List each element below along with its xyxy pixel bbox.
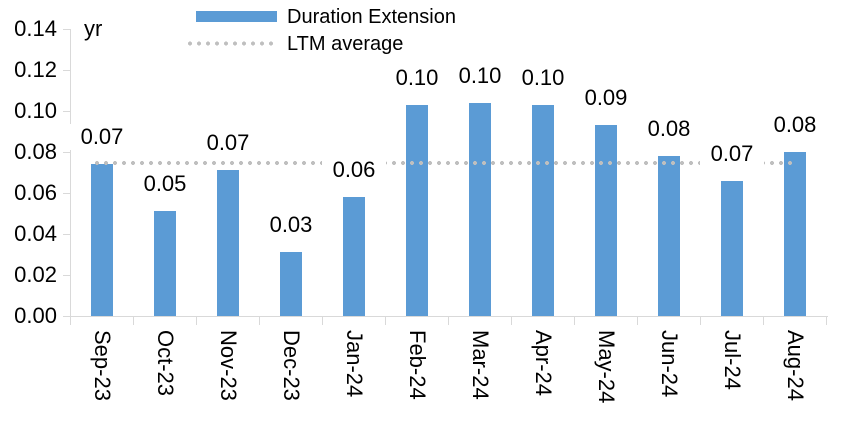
- x-tick: [322, 316, 323, 325]
- bar-value-label: 0.08: [637, 116, 701, 143]
- legend-ltm-average-dotted-line-swatch: [188, 41, 278, 46]
- bar-oct-23: [154, 211, 176, 316]
- bar-nov-23: [217, 170, 239, 316]
- y-tick: [63, 316, 70, 317]
- bar-jul-24: [721, 180, 743, 316]
- bar-jun-24: [658, 156, 680, 316]
- x-tick: [133, 316, 134, 325]
- x-tick: [574, 316, 575, 325]
- x-category-label-jun-24: Jun-24: [657, 330, 682, 398]
- x-tick: [700, 316, 701, 325]
- y-tick: [63, 152, 70, 153]
- bar-may-24: [595, 125, 617, 316]
- x-tick: [763, 316, 764, 325]
- x-tick: [637, 316, 638, 325]
- bar-value-label: 0.10: [448, 62, 512, 89]
- x-category-label-apr-24: Apr-24: [531, 330, 556, 397]
- y-tick: [63, 234, 70, 235]
- y-tick-label: 0.06: [14, 180, 57, 205]
- bar-feb-24: [406, 104, 428, 316]
- bar-value-label: 0.10: [511, 64, 575, 91]
- y-axis-unit-label: yr: [84, 16, 103, 41]
- y-tick-label: 0.08: [14, 139, 57, 164]
- x-category-label-oct-23: Oct-23: [153, 330, 178, 397]
- x-tick: [196, 316, 197, 325]
- x-tick: [511, 316, 512, 325]
- bar-value-label: 0.07: [196, 130, 260, 157]
- x-category-label-jul-24: Jul-24: [720, 330, 745, 390]
- y-tick-label: 0.04: [14, 221, 57, 246]
- bar-value-label: 0.05: [133, 171, 197, 198]
- bar-jan-24: [343, 197, 365, 316]
- x-axis-line: [70, 316, 828, 317]
- y-tick: [63, 70, 70, 71]
- x-category-label-aug-24: Aug-24: [783, 330, 808, 401]
- bar-value-label: 0.06: [322, 157, 386, 184]
- bar-sep-23: [91, 164, 113, 316]
- legend-duration-extension-swatch: [196, 11, 277, 22]
- bar-value-label: 0.09: [574, 85, 638, 112]
- legend-ltm-average-label: LTM average: [287, 33, 404, 55]
- y-tick: [63, 193, 70, 194]
- x-category-label-nov-23: Nov-23: [216, 330, 241, 401]
- x-category-label-may-24: May-24: [594, 330, 619, 404]
- bar-dec-23: [280, 252, 302, 316]
- y-tick: [63, 275, 70, 276]
- bar-value-label: 0.10: [385, 64, 449, 91]
- bar-value-label: 0.07: [700, 140, 764, 167]
- y-tick-label: 0.00: [14, 303, 57, 328]
- legend-duration-extension-label: Duration Extension: [287, 6, 456, 28]
- x-category-label-feb-24: Feb-24: [405, 330, 430, 400]
- x-tick: [826, 316, 827, 325]
- bar-value-label: 0.07: [70, 124, 134, 151]
- x-category-label-sep-23: Sep-23: [90, 330, 115, 401]
- y-tick-label: 0.02: [14, 262, 57, 287]
- x-category-label-dec-23: Dec-23: [279, 330, 304, 401]
- x-category-label-jan-24: Jan-24: [342, 330, 367, 398]
- x-tick: [259, 316, 260, 325]
- bar-aug-24: [784, 152, 806, 316]
- y-tick: [63, 111, 70, 112]
- bar-value-label: 0.08: [763, 112, 827, 138]
- x-tick: [70, 316, 71, 325]
- bar-apr-24: [532, 104, 554, 316]
- x-category-label-mar-24: Mar-24: [468, 330, 493, 400]
- y-tick-label: 0.12: [14, 57, 57, 82]
- y-tick: [63, 29, 70, 30]
- ltm-average-line: [95, 161, 793, 166]
- y-axis-line: [70, 29, 71, 317]
- x-tick: [385, 316, 386, 325]
- y-tick-label: 0.10: [14, 98, 57, 123]
- x-tick: [448, 316, 449, 325]
- y-tick-label: 0.14: [14, 16, 57, 41]
- bar-mar-24: [469, 102, 491, 316]
- bar-value-label: 0.03: [259, 212, 323, 239]
